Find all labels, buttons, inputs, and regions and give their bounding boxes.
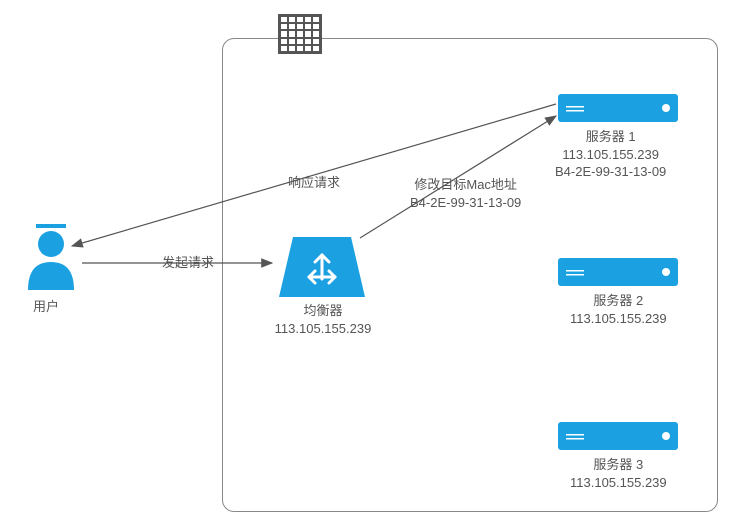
balancer-label: 均衡器 113.105.155.239	[268, 302, 378, 337]
server1-label: 服务器 1 113.105.155.239 B4-2E-99-31-13-09	[555, 128, 666, 181]
server3-title: 服务器 3	[593, 457, 643, 472]
datacenter-icon	[278, 14, 322, 54]
balancer-ip: 113.105.155.239	[275, 321, 372, 336]
edge-modify-mac-text1: 修改目标Mac地址	[414, 177, 517, 192]
edge-modify-mac-label: 修改目标Mac地址 B4-2E-99-31-13-09	[410, 176, 521, 211]
server1-icon	[558, 94, 678, 122]
balancer-icon	[279, 237, 365, 300]
server2-icon	[558, 258, 678, 286]
server1-ip: 113.105.155.239	[562, 147, 659, 162]
user-label-text: 用户	[33, 299, 59, 314]
edge-request-label: 发起请求	[162, 254, 214, 272]
server2-ip: 113.105.155.239	[570, 311, 667, 326]
edge-modify-mac-text2: B4-2E-99-31-13-09	[410, 195, 521, 210]
server3-icon	[558, 422, 678, 450]
server2-title: 服务器 2	[593, 293, 643, 308]
edge-response-label: 响应请求	[288, 174, 340, 192]
user-icon	[24, 220, 78, 293]
server3-label: 服务器 3 113.105.155.239	[570, 456, 667, 491]
edge-request-text: 发起请求	[162, 255, 214, 270]
server2-label: 服务器 2 113.105.155.239	[570, 292, 667, 327]
user-label: 用户	[33, 298, 59, 316]
server1-title: 服务器 1	[586, 129, 636, 144]
balancer-title: 均衡器	[303, 303, 342, 318]
server1-mac: B4-2E-99-31-13-09	[555, 164, 666, 179]
edge-response-text: 响应请求	[288, 175, 340, 190]
server3-ip: 113.105.155.239	[570, 475, 667, 490]
